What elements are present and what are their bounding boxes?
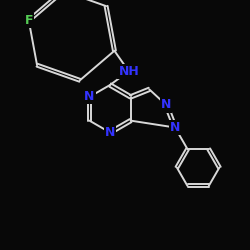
Text: N: N xyxy=(84,90,94,104)
Text: N: N xyxy=(170,121,180,134)
Text: NH: NH xyxy=(118,65,139,78)
Text: N: N xyxy=(161,98,172,112)
Text: N: N xyxy=(105,126,115,139)
Text: F: F xyxy=(24,14,33,27)
